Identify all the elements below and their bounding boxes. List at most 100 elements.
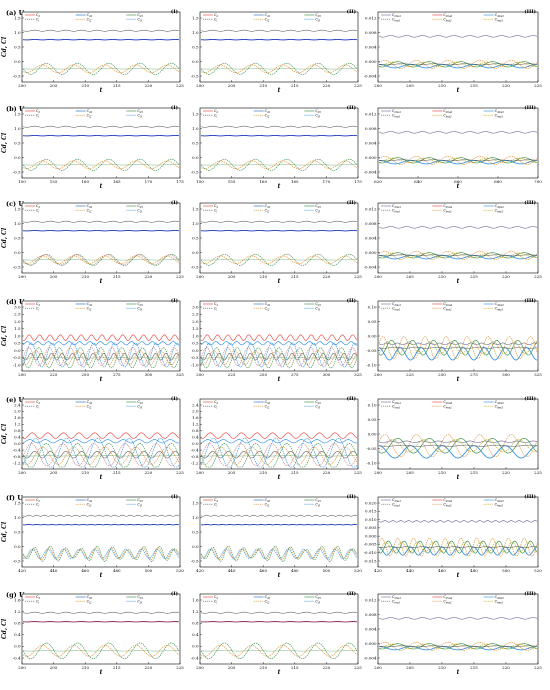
panel: 1.6 1.2 0.8 0.4 0.0 -0.4 200 205 210 215 220 225 t (I…	[13, 590, 184, 676]
series-line	[378, 336, 538, 360]
panel: 1.5 1.0 0.5 0.0 -0.5 420 440 460 480 500 520 t (II) C…	[191, 493, 362, 579]
series-line	[22, 254, 180, 266]
y-tick-label: -0.5	[13, 558, 21, 563]
series-line	[22, 259, 180, 261]
legend-label: Clms1	[392, 17, 401, 22]
legend-label: Clms3	[495, 208, 504, 213]
x-tick-label: 480	[470, 568, 478, 573]
legend-label: Clms3	[495, 404, 504, 409]
x-tick-label: 225	[354, 470, 362, 475]
x-tick-label: 160	[81, 179, 89, 184]
legend-label: Cl2	[87, 306, 92, 311]
legend-label: Clms2	[443, 17, 452, 22]
y-tick-label: 0.5	[192, 235, 199, 240]
panel-frame	[21, 300, 181, 372]
legend-label: Clms1	[392, 113, 401, 118]
y-tick-label: 1.0	[192, 333, 199, 338]
x-tick-label: 215	[113, 665, 121, 670]
y-tick-label: 0.012	[365, 206, 377, 211]
y-tick-label: 0.012	[365, 111, 377, 116]
legend-label: Cd2	[265, 302, 271, 307]
x-tick-label: 210	[259, 274, 267, 279]
legend-label: Cd3	[137, 13, 143, 18]
x-axis-label: t	[100, 278, 103, 285]
legend-label: Cl	[214, 404, 217, 409]
series-line	[200, 125, 358, 128]
legend-label: Cd	[36, 595, 40, 600]
y-tick-label: 2.5	[14, 312, 21, 317]
series-line	[200, 352, 358, 361]
y-tick-label: 2.4	[192, 402, 199, 407]
panel-id: (II)	[347, 493, 356, 500]
y-axis-label: Cd, Cl	[1, 36, 8, 57]
x-axis-label: t	[457, 87, 460, 94]
y-tick-label: 0.004	[365, 235, 377, 240]
y-tick-label: 0.0	[14, 59, 21, 64]
legend-label: Cd3	[315, 498, 321, 503]
series-line	[378, 250, 538, 260]
legend-label: Cl3	[137, 306, 142, 311]
y-tick-label: 0.5	[14, 529, 21, 534]
legend-label: Cdms2	[443, 498, 452, 503]
legend-label: Cdms3	[495, 302, 504, 307]
y-tick-label: 0.5	[14, 235, 21, 240]
panel: 1.5 1.0 0.5 0.0 -0.5 200 205 210 215 220 225 t (I) Cd…	[13, 8, 184, 94]
legend-label: Cd	[36, 109, 40, 114]
legend-label: Cl	[36, 599, 39, 604]
legend-label: Cl3	[137, 404, 142, 409]
y-tick-label: 0.010	[365, 517, 377, 522]
series-line	[22, 439, 180, 444]
x-tick-label: 440	[228, 568, 236, 573]
x-tick-label: 275	[291, 372, 299, 377]
x-tick-label: 170	[323, 179, 331, 184]
x-tick-label: 225	[534, 665, 542, 670]
panel-id: (II)	[347, 8, 356, 15]
legend-label: Cl2	[265, 17, 270, 22]
y-tick-label: 0.012	[365, 597, 377, 602]
panel-id: (I)	[171, 8, 178, 15]
y-tick-label: 1.0	[14, 333, 21, 338]
series-line	[200, 645, 358, 657]
series-line	[22, 158, 180, 171]
x-tick-label: 205	[228, 665, 236, 670]
x-tick-label: 225	[534, 83, 542, 88]
series-line	[22, 160, 180, 170]
y-tick-label: -0.05	[366, 348, 377, 353]
legend-label: Cd3	[137, 595, 143, 600]
legend-label: Cd2	[265, 400, 271, 405]
x-tick-label: 210	[259, 665, 267, 670]
legend-label: Cl	[214, 113, 217, 118]
y-tick-label: 0.5	[14, 140, 21, 145]
legend-label: Cl	[214, 599, 217, 604]
legend-label: Cdms1	[392, 204, 401, 209]
x-tick-label: 200	[374, 83, 382, 88]
series-line	[200, 611, 358, 614]
y-tick-label: 0.10	[368, 304, 377, 309]
series-line	[378, 346, 538, 349]
x-tick-label: 220	[323, 83, 331, 88]
y-tick-label: 0.0	[192, 155, 199, 160]
y-tick-label: 0.0	[192, 59, 199, 64]
x-tick-label: 205	[406, 665, 414, 670]
legend-label: Cl3	[137, 502, 142, 507]
x-axis-label: t	[100, 183, 103, 190]
y-tick-label: 0.012	[365, 15, 377, 20]
series-line	[200, 220, 358, 223]
x-tick-label: 215	[291, 470, 299, 475]
y-tick-label: 3.0	[192, 304, 199, 309]
series-line	[378, 159, 538, 165]
legend-label: Cl2	[265, 599, 270, 604]
x-axis-label: t	[278, 278, 281, 285]
panel: 1.5 1.0 0.5 0.0 -0.5 420 440 460 480 500 520 t (I) Cd…	[13, 493, 184, 579]
x-tick-label: 220	[502, 470, 510, 475]
series-line	[200, 341, 358, 346]
legend-label: Cd	[214, 595, 218, 600]
y-tick-label: 0.015	[365, 509, 377, 514]
y-axis-label: Cd, Cl	[1, 423, 8, 444]
series-line	[200, 514, 358, 517]
series-line	[200, 437, 358, 468]
x-tick-label: 175	[176, 179, 184, 184]
y-tick-label: 0.5	[14, 341, 21, 346]
y-tick-label: -0.10	[366, 460, 377, 465]
x-tick-label: 200	[196, 274, 204, 279]
